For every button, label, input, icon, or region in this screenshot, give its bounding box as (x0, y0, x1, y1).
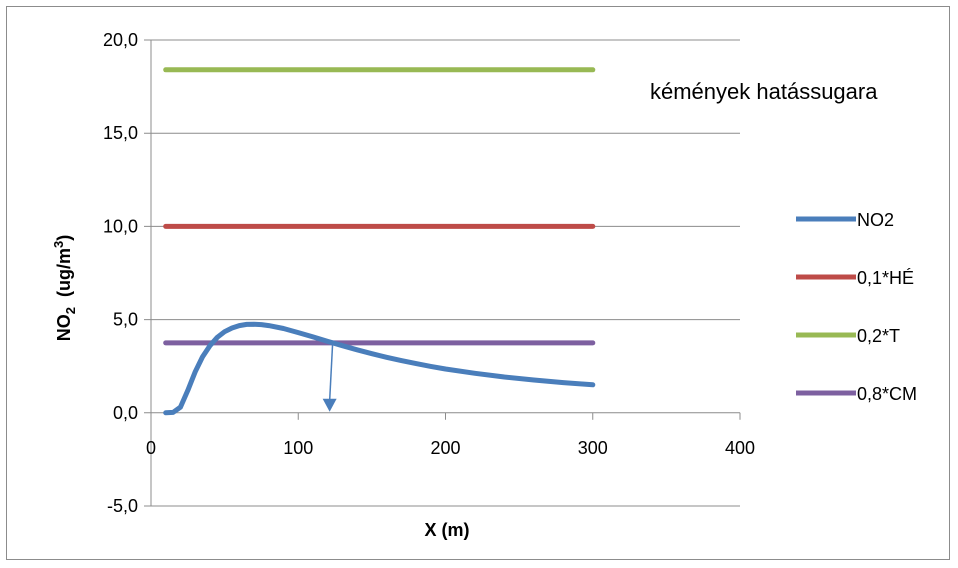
y-tick-label: 20,0 (103, 30, 138, 50)
y-title-unit-close: ) (54, 235, 74, 241)
arrow-head (322, 398, 337, 412)
y-title-unit: (ug/m (54, 248, 74, 297)
series-layer (163, 67, 596, 416)
legend-label: 0,1*HÉ (857, 268, 914, 288)
y-tick-label: 5,0 (113, 310, 138, 330)
legend-label: 0,2*T (857, 326, 900, 346)
chart-frame (6, 6, 950, 560)
x-axis-title: X (m) (425, 520, 470, 540)
legend-label: 0,8*CM (857, 384, 917, 404)
legend: NO2 0,1*HÉ 0,2*T 0,8*CM (796, 210, 917, 404)
x-tick-label: 100 (283, 438, 313, 458)
y-title-subscript: 2 (63, 307, 78, 314)
x-tick-label: 400 (725, 438, 755, 458)
x-tick-label: 0 (146, 438, 156, 458)
y-title-superscript: 3 (51, 241, 66, 248)
y-tick-label: 0,0 (113, 403, 138, 423)
legend-label: NO2 (857, 210, 894, 230)
x-tick-label: 200 (430, 438, 460, 458)
y-axis-title: NO2 (ug/m3) (51, 235, 78, 341)
grid (144, 39, 741, 507)
y-tick-label: 15,0 (103, 123, 138, 143)
y-tick-label: 10,0 (103, 216, 138, 236)
annotation-label: kémények hatássugara (650, 79, 878, 104)
tick-labels: -5,0 0,0 5,0 10,0 15,0 20,0 0 100 200 300 400 (103, 30, 755, 516)
arrow-shaft (328, 342, 334, 401)
x-tick-label: 300 (578, 438, 608, 458)
y-tick-label: -5,0 (107, 496, 138, 516)
y-title-main: NO (54, 314, 74, 341)
series-line-NO2 (163, 321, 596, 416)
